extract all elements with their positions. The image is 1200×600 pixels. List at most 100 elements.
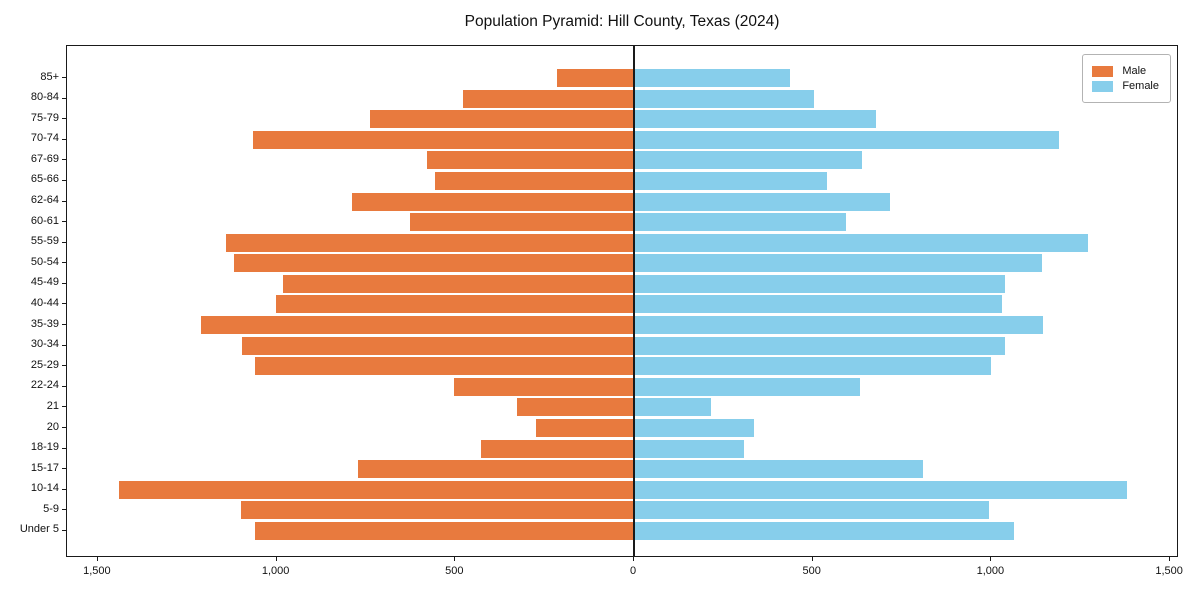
male-bar-55-59 (225, 233, 634, 252)
male-bar-65-66 (435, 171, 634, 190)
male-bar-45-49 (282, 274, 634, 293)
y-axis-label-85+: 85+ (40, 70, 59, 83)
x-axis-label-1,000: 1,000 (976, 565, 1005, 577)
male-bar-21 (517, 398, 634, 417)
y-axis-label-62-64: 62-64 (30, 194, 59, 207)
x-tick-mark (1169, 557, 1171, 561)
x-axis-label-500: 500 (802, 565, 821, 577)
y-tick-mark (62, 200, 66, 202)
y-axis-label-15-17: 15-17 (30, 461, 59, 474)
x-axis-label-1,500: 1,500 (1155, 565, 1183, 577)
female-bar-35-39 (634, 316, 1044, 335)
y-axis-label-80-84: 80-84 (30, 91, 59, 104)
female-bar-30-34 (634, 336, 1006, 355)
female-legend-swatch (1092, 80, 1114, 92)
y-axis-label-18-19: 18-19 (30, 441, 59, 454)
y-tick-mark (62, 447, 66, 449)
plot-area: Male Female (66, 45, 1178, 557)
y-tick-mark (62, 468, 66, 470)
y-tick-mark (62, 509, 66, 511)
male-legend-label: Male (1122, 65, 1147, 77)
x-axis-label-1,000: 1,000 (261, 565, 290, 577)
female-bar-20 (634, 419, 754, 438)
y-axis-label-35-39: 35-39 (30, 317, 59, 330)
y-axis-label-Under 5: Under 5 (19, 523, 59, 536)
male-bar-70-74 (252, 130, 634, 149)
chart-title: Population Pyramid: Hill County, Texas (… (464, 13, 780, 30)
male-bar-10-14 (118, 480, 634, 499)
y-axis-label-70-74: 70-74 (30, 132, 59, 145)
y-axis-label-20: 20 (46, 420, 59, 433)
y-axis-label-25-29: 25-29 (30, 358, 59, 371)
female-bar-18-19 (634, 439, 744, 458)
female-bar-5-9 (634, 501, 989, 520)
y-axis-label-40-44: 40-44 (30, 296, 59, 309)
female-legend-label: Female (1122, 80, 1159, 92)
y-tick-mark (62, 365, 66, 367)
male-bar-15-17 (358, 460, 634, 479)
female-bar-80-84 (634, 89, 814, 108)
x-axis-label-1,500: 1,500 (83, 565, 111, 577)
x-tick-mark (275, 557, 277, 561)
y-tick-mark (62, 262, 66, 264)
female-bar-60-61 (634, 213, 846, 232)
male-bar-30-34 (241, 336, 634, 355)
male-bar-85+ (557, 69, 634, 87)
y-axis-label-22-24: 22-24 (30, 379, 59, 392)
male-bar-35-39 (200, 316, 634, 335)
y-axis-label-21: 21 (46, 399, 59, 412)
female-bar-70-74 (634, 130, 1060, 149)
male-bar-22-24 (453, 377, 634, 396)
y-axis-label-75-79: 75-79 (30, 111, 59, 124)
y-tick-mark (62, 529, 66, 531)
y-tick-mark (62, 77, 66, 78)
legend-item-male: Male (1092, 65, 1159, 77)
x-tick-mark (633, 557, 634, 561)
male-bar-62-64 (352, 192, 634, 211)
female-bar-15-17 (634, 460, 924, 479)
male-bar-20 (536, 419, 634, 438)
female-bar-21 (634, 398, 711, 417)
x-tick-mark (96, 557, 98, 561)
female-bar-45-49 (634, 274, 1006, 293)
male-bar-50-54 (233, 254, 634, 273)
y-tick-mark (62, 241, 66, 243)
male-bar-80-84 (463, 89, 634, 108)
y-tick-mark (62, 118, 66, 120)
y-axis-label-60-61: 60-61 (30, 214, 59, 227)
y-tick-mark (62, 488, 66, 490)
y-tick-mark (62, 221, 66, 223)
y-tick-mark (62, 159, 66, 161)
x-axis-label-500: 500 (445, 565, 464, 577)
female-bar-25-29 (634, 357, 992, 376)
male-bar-75-79 (369, 110, 634, 129)
female-bar-22-24 (634, 377, 860, 396)
y-tick-mark (62, 324, 66, 326)
y-tick-mark (62, 303, 66, 305)
y-tick-mark (62, 179, 66, 181)
female-bar-Under 5 (634, 521, 1015, 540)
male-bar-25-29 (254, 357, 634, 376)
male-bar-5-9 (240, 501, 634, 520)
y-tick-mark (62, 282, 66, 284)
y-tick-mark (62, 138, 66, 140)
x-axis-label-0: 0 (629, 565, 637, 577)
male-legend-swatch (1092, 65, 1114, 77)
female-bar-10-14 (634, 480, 1128, 499)
y-axis-label-67-69: 67-69 (30, 152, 59, 165)
y-axis-label-55-59: 55-59 (30, 235, 59, 248)
female-bar-50-54 (634, 254, 1043, 273)
y-tick-mark (62, 406, 66, 408)
y-tick-mark (62, 385, 66, 387)
legend-item-female: Female (1092, 80, 1159, 92)
y-axis-label-30-34: 30-34 (30, 338, 59, 351)
female-bar-65-66 (634, 171, 827, 190)
female-bar-40-44 (634, 295, 1003, 314)
female-bar-62-64 (634, 192, 890, 211)
x-tick-mark (811, 557, 813, 561)
y-axis-label-50-54: 50-54 (30, 255, 59, 268)
female-bar-55-59 (634, 233, 1089, 252)
y-tick-mark (62, 344, 66, 346)
male-bar-Under 5 (254, 521, 634, 540)
